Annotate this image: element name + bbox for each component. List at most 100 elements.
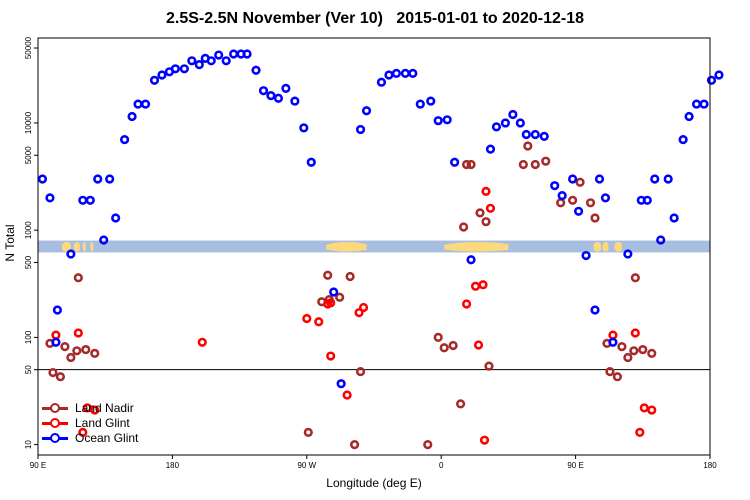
data-point-ocean-glint xyxy=(133,99,143,109)
data-point-ocean-glint xyxy=(179,64,189,74)
chart-title: 2.5S-2.5N November (Ver 10) 2015-01-01 t… xyxy=(165,10,584,27)
legend: Land Nadir Land Glint Ocean Glint xyxy=(42,400,138,445)
data-point-land-nadir xyxy=(612,372,623,382)
data-point-ocean-glint xyxy=(557,191,567,201)
data-points xyxy=(37,49,724,450)
data-point-land-nadir xyxy=(349,440,360,450)
y-tick-label: 100 xyxy=(24,330,33,344)
data-point-ocean-glint xyxy=(266,90,276,101)
data-point-ocean-glint xyxy=(85,195,95,205)
data-point-land-glint xyxy=(354,308,364,318)
legend-label: Land Glint xyxy=(75,415,130,430)
data-point-land-nadir xyxy=(475,208,485,218)
data-point-land-nadir xyxy=(423,440,433,450)
land-mass xyxy=(593,241,601,252)
data-point-land-glint xyxy=(461,299,472,309)
plot-frame xyxy=(37,37,711,456)
data-point-ocean-glint xyxy=(157,70,167,80)
data-point-land-glint xyxy=(478,280,488,290)
data-point-ocean-glint xyxy=(530,129,540,140)
data-point-ocean-glint xyxy=(663,174,673,184)
land-mass xyxy=(90,241,94,252)
data-point-land-nadir xyxy=(585,198,596,208)
land-mass xyxy=(73,241,80,252)
data-point-land-glint xyxy=(473,340,484,350)
y-axis-label: N Total xyxy=(3,224,17,262)
data-point-land-glint xyxy=(608,330,618,340)
data-point-ocean-glint xyxy=(590,305,600,315)
data-point-ocean-glint xyxy=(678,134,688,145)
data-point-land-nadir xyxy=(461,159,472,170)
data-point-ocean-glint xyxy=(500,118,511,128)
data-point-land-nadir xyxy=(355,366,366,377)
data-point-ocean-glint xyxy=(433,116,443,126)
data-point-land-glint xyxy=(78,427,88,437)
land-mass xyxy=(61,241,71,252)
data-point-ocean-glint xyxy=(669,213,679,223)
legend-swatch xyxy=(42,432,68,443)
data-point-ocean-glint xyxy=(600,193,611,203)
data-point-land-glint xyxy=(358,302,369,313)
data-point-ocean-glint xyxy=(214,50,224,60)
y-tick-label: 10 xyxy=(24,440,33,449)
data-point-ocean-glint xyxy=(251,65,261,75)
data-point-land-nadir xyxy=(523,141,533,151)
data-point-ocean-glint xyxy=(442,115,452,125)
data-point-land-nadir xyxy=(638,344,648,355)
data-point-land-nadir xyxy=(623,352,633,363)
data-point-ocean-glint xyxy=(408,68,418,78)
data-point-ocean-glint xyxy=(508,109,518,120)
data-point-ocean-glint xyxy=(426,96,436,106)
legend-item-ocean-glint: Ocean Glint xyxy=(42,430,138,445)
y-axis: 10 50 100 500 1000 5000 10000 50000 xyxy=(24,36,38,449)
x-tick-label: 90 E xyxy=(567,461,583,470)
legend-label: Land Nadir xyxy=(75,400,134,415)
data-point-ocean-glint xyxy=(127,111,137,122)
data-point-ocean-glint xyxy=(229,49,239,59)
data-point-ocean-glint xyxy=(691,99,702,109)
land-mass xyxy=(602,241,609,252)
data-point-ocean-glint xyxy=(656,235,666,245)
x-tick-label: 0 xyxy=(439,461,444,470)
data-point-land-nadir xyxy=(66,352,76,363)
data-point-land-nadir xyxy=(73,273,83,283)
data-point-ocean-glint xyxy=(515,118,525,128)
data-point-land-nadir xyxy=(617,342,627,352)
data-point-land-glint xyxy=(51,330,61,340)
data-point-ocean-glint xyxy=(170,64,180,74)
data-point-land-nadir xyxy=(90,348,100,358)
data-point-ocean-glint xyxy=(361,106,372,116)
data-point-ocean-glint xyxy=(706,75,717,85)
data-point-ocean-glint xyxy=(299,123,309,133)
data-point-land-glint xyxy=(639,403,649,413)
x-tick-label: 90 E xyxy=(30,461,46,470)
data-point-land-nadir xyxy=(541,156,551,166)
data-point-ocean-glint xyxy=(120,134,130,145)
x-tick-label: 180 xyxy=(166,461,180,470)
data-point-land-nadir xyxy=(345,271,355,282)
data-point-land-nadir xyxy=(448,340,458,351)
ocean-band xyxy=(38,240,710,253)
data-point-land-glint xyxy=(470,281,481,291)
data-point-land-nadir xyxy=(335,292,345,302)
data-point-land-glint xyxy=(90,405,100,415)
data-point-land-nadir xyxy=(303,427,313,437)
data-point-ocean-glint xyxy=(78,195,88,205)
data-point-land-nadir xyxy=(556,198,566,208)
data-point-ocean-glint xyxy=(258,86,269,96)
legend-swatch xyxy=(42,402,68,413)
data-point-ocean-glint xyxy=(400,68,410,78)
data-point-land-glint xyxy=(479,435,490,445)
data-point-ocean-glint xyxy=(521,129,531,140)
data-point-ocean-glint xyxy=(221,56,231,66)
data-point-land-nadir xyxy=(605,366,615,377)
data-point-ocean-glint xyxy=(290,96,300,106)
data-point-ocean-glint xyxy=(391,68,402,78)
data-point-ocean-glint xyxy=(45,193,55,203)
data-point-ocean-glint xyxy=(491,122,502,132)
data-point-ocean-glint xyxy=(699,99,709,109)
legend-item-land-nadir: Land Nadir xyxy=(42,400,138,415)
map-strip xyxy=(38,240,710,253)
legend-swatch xyxy=(42,417,68,428)
